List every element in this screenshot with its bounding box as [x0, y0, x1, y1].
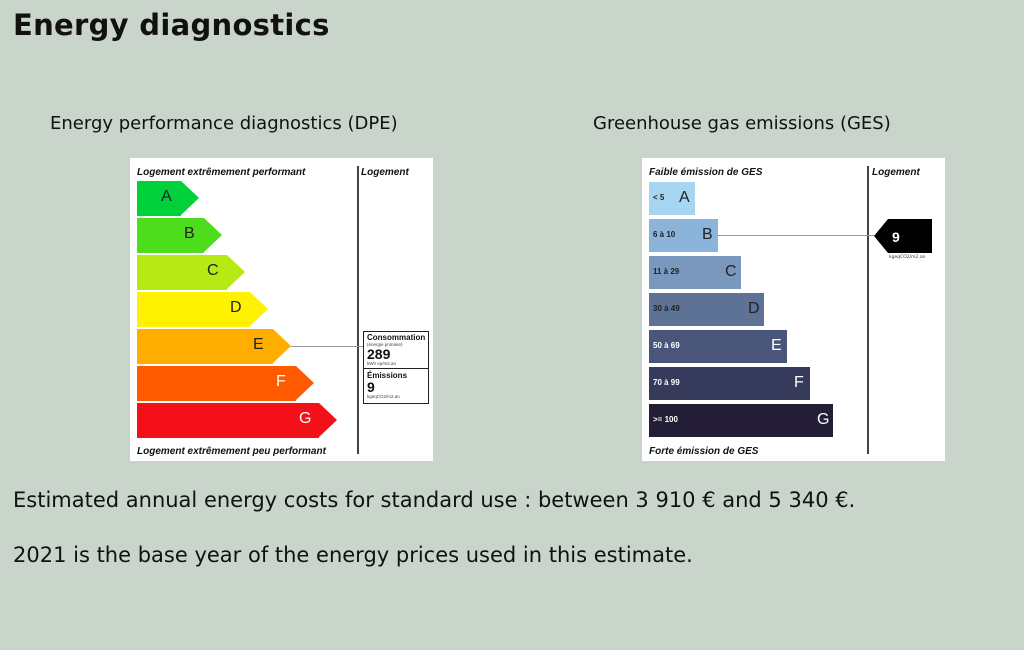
ges-bar-d: 30 à 49 D — [649, 293, 764, 326]
page-title: Energy diagnostics — [13, 8, 330, 42]
dpe-bar-letter: C — [207, 262, 219, 279]
dpe-divider — [357, 166, 359, 454]
ges-title: Greenhouse gas emissions (GES) — [593, 113, 891, 134]
dpe-top-label: Logement extrêmement performant — [137, 167, 306, 178]
dpe-bar-letter: E — [253, 336, 264, 353]
ges-bar-f: 70 à 99 F — [649, 367, 810, 400]
dpe-bar-e: E — [137, 329, 291, 364]
ges-column-label: Logement — [872, 167, 920, 178]
cost-estimate-text: Estimated annual energy costs for standa… — [13, 488, 856, 512]
dpe-bar-c: C — [137, 255, 245, 290]
dpe-bar-f: F — [137, 366, 314, 401]
dpe-connector-line — [291, 346, 363, 347]
ges-bar-letter: D — [748, 300, 760, 317]
consumption-sub: (énergie primaire) — [367, 342, 403, 347]
ges-bottom-label: Forte émission de GES — [649, 446, 759, 457]
emissions-value: 9 — [367, 379, 375, 395]
ges-bar-range: 11 à 29 — [653, 267, 680, 276]
ges-bar-range: 30 à 49 — [653, 304, 680, 313]
ges-bar-range: 50 à 69 — [653, 341, 680, 350]
dpe-bar-letter: A — [161, 188, 172, 205]
dpe-bar-g: G — [137, 403, 337, 438]
ges-bar-range: < 5 — [653, 193, 665, 202]
ges-bar-letter: C — [725, 263, 737, 280]
dpe-bar-d: D — [137, 292, 268, 327]
base-year-text: 2021 is the base year of the energy pric… — [13, 543, 693, 567]
ges-bar-range: >= 100 — [653, 415, 678, 424]
ges-top-label: Faible émission de GES — [649, 167, 763, 178]
ges-bar-g: >= 100 G — [649, 404, 833, 437]
consumption-label: Consommation — [367, 333, 426, 342]
emissions-label: Émissions — [367, 371, 408, 380]
dpe-bar-a: A — [137, 181, 199, 216]
ges-marker-unit: kgeqCO2/m2.an — [889, 255, 926, 260]
dpe-panel: Logement extrêmement performant Logement… — [130, 158, 433, 461]
dpe-bar-letter: G — [299, 410, 312, 427]
ges-bar-letter: E — [771, 337, 782, 354]
ges-bar-letter: F — [794, 374, 804, 391]
consumption-value: 289 — [367, 346, 391, 362]
dpe-result-box: Consommation (énergie primaire) 289 kWh … — [363, 331, 429, 404]
dpe-box-divider — [364, 368, 428, 369]
ges-connector-line — [718, 235, 874, 236]
ges-bar-range: 70 à 99 — [653, 378, 680, 387]
ges-bar-letter: A — [679, 189, 690, 206]
ges-bar-e: 50 à 69 E — [649, 330, 787, 363]
ges-bar-range: 6 à 10 — [653, 230, 676, 239]
ges-marker: 9 — [874, 219, 932, 253]
dpe-title: Energy performance diagnostics (DPE) — [50, 113, 398, 134]
dpe-column-label: Logement — [361, 167, 409, 178]
dpe-bar-letter: D — [230, 299, 242, 316]
ges-bar-letter: G — [817, 411, 830, 428]
dpe-bottom-label: Logement extrêmement peu performant — [137, 446, 326, 457]
ges-panel: Faible émission de GES Logement < 5 A 6 à … — [642, 158, 945, 461]
ges-bar-letter: B — [702, 226, 713, 243]
ges-bar-c: 11 à 29 C — [649, 256, 741, 289]
ges-marker-value: 9 — [892, 229, 900, 245]
ges-divider — [867, 166, 869, 454]
dpe-bar-letter: B — [184, 225, 195, 242]
consumption-unit: kWh ep/m2.an — [367, 361, 397, 366]
dpe-bar-b: B — [137, 218, 222, 253]
ges-bar-a: < 5 A — [649, 182, 695, 215]
emissions-unit: kgeqCO2/m2.an — [367, 394, 400, 399]
dpe-bar-letter: F — [276, 373, 286, 390]
ges-bar-b: 6 à 10 B — [649, 219, 718, 252]
